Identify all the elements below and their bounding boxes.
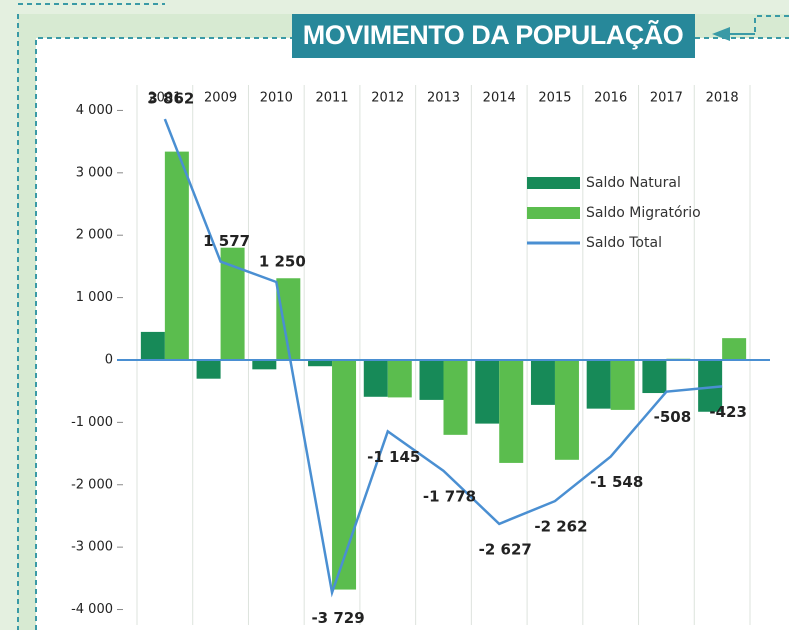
dashed-border bbox=[35, 37, 789, 630]
x-tick-label: 2001 bbox=[148, 91, 181, 106]
y-tick-label: 1 000 bbox=[76, 290, 113, 305]
x-tick-label: 2012 bbox=[371, 91, 404, 106]
bar bbox=[252, 359, 277, 370]
bar bbox=[164, 151, 189, 360]
x-tick-label: 2013 bbox=[427, 91, 460, 106]
bar bbox=[586, 359, 611, 409]
data-label: -1 548 bbox=[590, 473, 643, 491]
bar bbox=[499, 359, 524, 463]
bar bbox=[196, 359, 221, 379]
total-line bbox=[163, 118, 723, 598]
x-tick-label: 2015 bbox=[538, 91, 571, 106]
bar bbox=[363, 359, 388, 397]
y-tick-label: -2 000 bbox=[71, 477, 113, 492]
data-label: -2 627 bbox=[479, 540, 532, 558]
y-tick-label: -3 000 bbox=[71, 540, 113, 555]
data-label: 1 250 bbox=[259, 252, 306, 270]
y-tick-label: 3 000 bbox=[76, 165, 113, 180]
data-label: -1 145 bbox=[367, 448, 420, 466]
bar bbox=[530, 359, 555, 405]
x-tick-label: 2009 bbox=[204, 91, 237, 106]
bar bbox=[308, 359, 333, 367]
y-tick-label: -1 000 bbox=[71, 415, 113, 430]
bar bbox=[554, 359, 579, 460]
y-tick-label: 4 000 bbox=[76, 103, 113, 118]
data-label: 3 862 bbox=[147, 90, 194, 108]
x-tick-label: 2017 bbox=[650, 91, 683, 106]
arrow bbox=[712, 27, 730, 41]
y-tick-label: 2 000 bbox=[76, 228, 113, 243]
bar bbox=[642, 359, 667, 394]
bar bbox=[610, 359, 635, 410]
x-tick-label: 2014 bbox=[483, 91, 516, 106]
bar bbox=[475, 359, 500, 424]
bar bbox=[140, 331, 165, 360]
bar bbox=[443, 359, 468, 435]
data-label: -423 bbox=[709, 403, 747, 421]
data-label: -508 bbox=[654, 408, 692, 426]
data-label: -1 778 bbox=[423, 487, 476, 505]
data-label: 1 577 bbox=[203, 232, 250, 250]
bar bbox=[332, 359, 357, 590]
bar bbox=[387, 359, 412, 398]
x-tick-label: 2010 bbox=[260, 91, 293, 106]
legend-label: Saldo Total bbox=[586, 235, 662, 251]
y-tick-label: 0 bbox=[105, 352, 113, 367]
legend-swatch bbox=[527, 207, 580, 219]
y-tick-label: -4 000 bbox=[71, 602, 113, 617]
data-label: -2 262 bbox=[534, 518, 587, 536]
title-box bbox=[292, 14, 695, 58]
legend-swatch bbox=[527, 177, 580, 189]
x-tick-label: 2018 bbox=[706, 91, 739, 106]
x-tick-label: 2011 bbox=[315, 91, 348, 106]
dashed-border bbox=[754, 15, 789, 32]
data-label: -3 729 bbox=[311, 609, 364, 627]
bar bbox=[722, 338, 747, 360]
chart-title: MOVIMENTO DA POPULAÇÃO bbox=[303, 19, 684, 50]
legend-label: Saldo Migratório bbox=[586, 205, 701, 221]
x-tick-label: 2016 bbox=[594, 91, 627, 106]
legend-label: Saldo Natural bbox=[586, 175, 681, 191]
bar bbox=[220, 247, 245, 360]
bar bbox=[419, 359, 444, 400]
